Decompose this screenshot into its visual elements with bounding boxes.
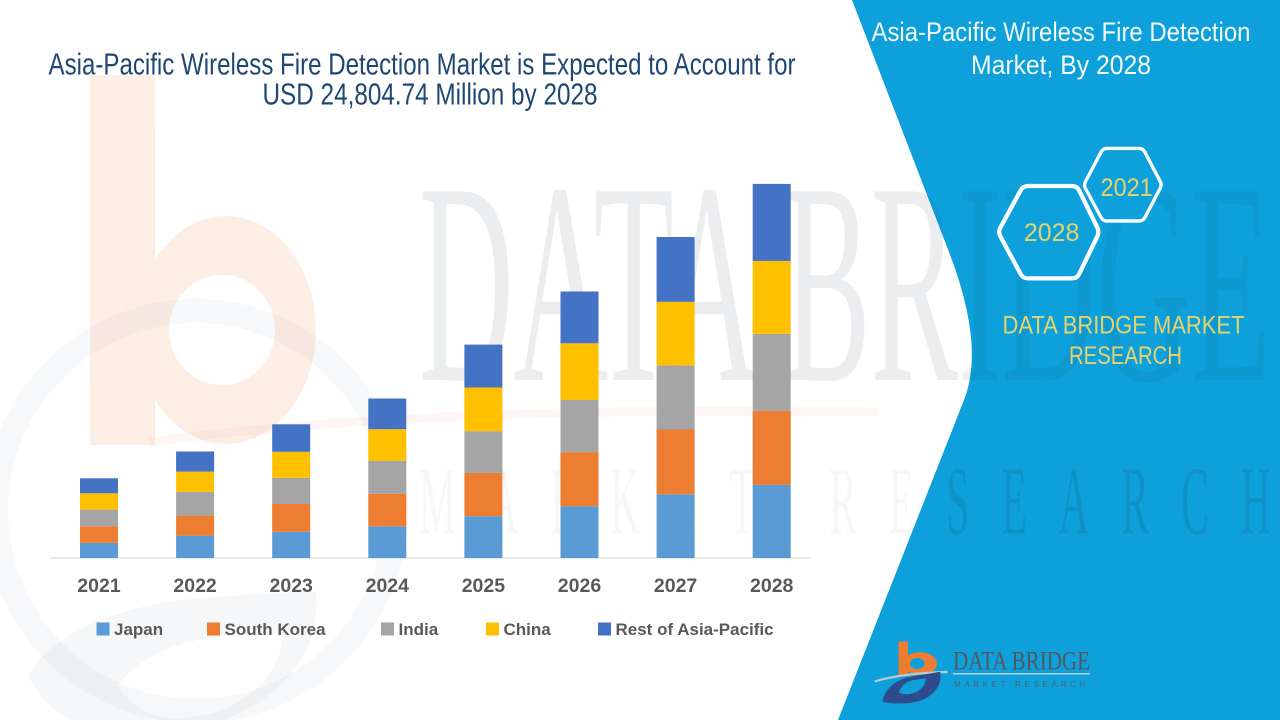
svg-text:2022: 2022 [173, 575, 217, 597]
svg-text:DATA BRIDGE MARKET: DATA BRIDGE MARKET [1003, 312, 1245, 340]
svg-text:Japan: Japan [114, 620, 163, 639]
svg-text:MARKET RESEARCH: MARKET RESEARCH [954, 679, 1089, 689]
svg-text:2023: 2023 [270, 575, 314, 597]
svg-text:DATA BRIDGE: DATA BRIDGE [953, 647, 1090, 676]
svg-text:India: India [399, 620, 439, 639]
svg-text:2028: 2028 [750, 575, 794, 597]
svg-text:2028: 2028 [1024, 219, 1080, 247]
svg-text:2024: 2024 [366, 575, 410, 597]
svg-text:Market, By 2028: Market, By 2028 [971, 50, 1151, 80]
svg-text:RESEARCH: RESEARCH [1069, 342, 1182, 370]
svg-text:2026: 2026 [558, 575, 602, 597]
svg-text:Asia-Pacific Wireless Fire Det: Asia-Pacific Wireless Fire Detection Mar… [49, 48, 796, 82]
svg-text:China: China [504, 620, 552, 639]
svg-text:USD 24,804.74 Million by 2028: USD 24,804.74 Million by 2028 [263, 78, 598, 112]
svg-text:Asia-Pacific Wireless Fire Det: Asia-Pacific Wireless Fire Detection [872, 17, 1251, 47]
svg-text:2025: 2025 [462, 575, 506, 597]
svg-text:2021: 2021 [1101, 174, 1153, 202]
svg-text:2027: 2027 [654, 575, 697, 597]
svg-text:South Korea: South Korea [225, 620, 327, 639]
svg-text:Rest of Asia-Pacific: Rest of Asia-Pacific [616, 620, 774, 639]
svg-text:2021: 2021 [77, 575, 121, 597]
